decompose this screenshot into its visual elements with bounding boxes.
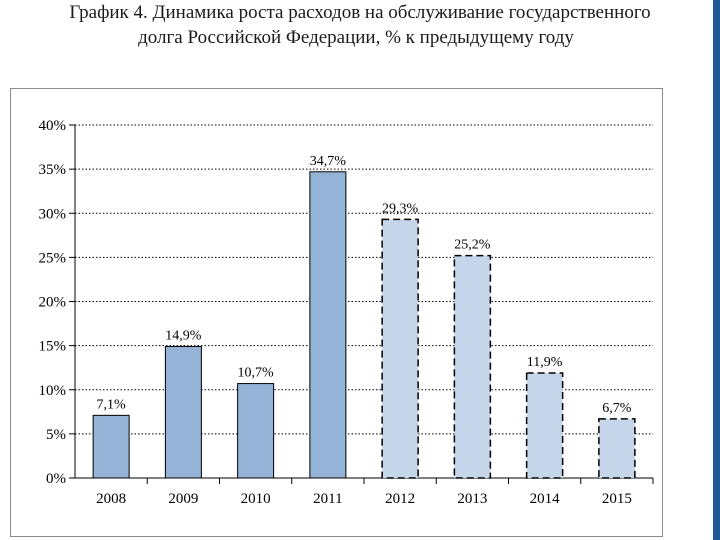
data-label-2010: 10,7% (238, 366, 275, 381)
y-tick-label: 10% (39, 383, 67, 399)
bar-2012 (381, 218, 419, 479)
y-tick-label: 5% (46, 427, 66, 443)
chart-title-line-1: График 4. Динамика роста расходов на обс… (69, 2, 651, 23)
x-tick-label-2012: 2012 (385, 491, 415, 507)
chart-title-line-2: долга Российской Федерации, % к предыдущ… (138, 27, 574, 48)
y-tick-label: 25% (39, 250, 67, 266)
x-tick-label-2008: 2008 (96, 491, 126, 507)
data-label-2008: 7,1% (97, 397, 127, 412)
x-tick-label-2009: 2009 (168, 491, 198, 507)
bar-2008 (92, 414, 130, 479)
data-label-2009: 14,9% (165, 329, 202, 344)
y-tick-label: 40% (39, 118, 67, 134)
x-tick-label-2014: 2014 (530, 491, 561, 507)
x-tick-label-2011: 2011 (313, 491, 342, 507)
data-label-2014: 11,9% (527, 355, 563, 370)
y-tick-label: 30% (39, 206, 67, 222)
y-tick-label: 35% (39, 162, 67, 178)
data-label-2013: 25,2% (454, 238, 491, 253)
y-tick-label: 20% (39, 295, 67, 311)
chart-title: График 4. Динамика роста расходов на обс… (0, 0, 712, 50)
bar-2011 (309, 171, 347, 479)
slide-accent-bar (713, 0, 720, 540)
bar-2013 (453, 254, 492, 479)
y-tick-label: 15% (39, 339, 67, 355)
y-tick-label: 0% (46, 471, 66, 487)
bar-chart: 0% 5% 10% 15% 20% 25% 30% 35% 40% 7,1% 2008 14,9% 20… (39, 118, 654, 507)
x-tick-label-2010: 2010 (241, 491, 271, 507)
bar-2015 (598, 418, 636, 479)
chart-frame: 0% 5% 10% 15% 20% 25% 30% 35% 40% 7,1% 2008 14,9% 20… (10, 88, 663, 537)
data-label-2015: 6,7% (602, 401, 632, 416)
bar-2009 (164, 346, 202, 479)
x-tick-label-2015: 2015 (602, 491, 632, 507)
data-label-2012: 29,3% (382, 201, 419, 216)
data-label-2011: 34,7% (310, 154, 347, 169)
x-tick-label-2013: 2013 (457, 491, 487, 507)
bar-2014 (525, 372, 564, 479)
bar-2010 (237, 383, 275, 479)
